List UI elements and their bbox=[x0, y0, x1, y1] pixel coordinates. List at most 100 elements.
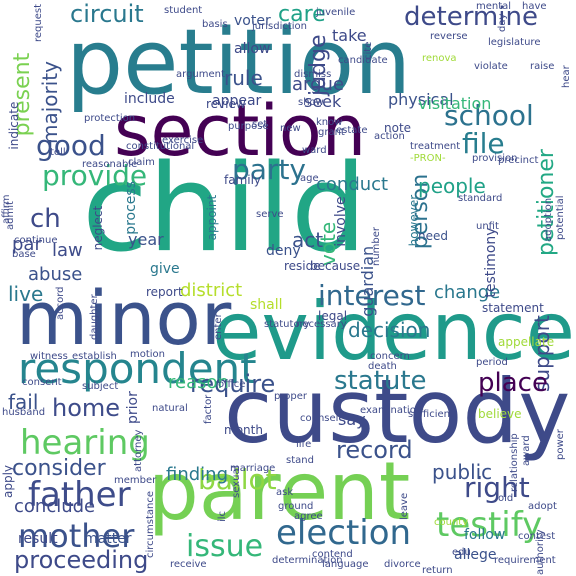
cloud-word: student bbox=[164, 5, 203, 16]
cloud-word: member bbox=[114, 475, 157, 486]
cloud-word: section bbox=[114, 90, 367, 172]
cloud-word: provide bbox=[42, 159, 148, 192]
cloud-word: claim bbox=[128, 157, 155, 168]
cloud-word: conclude bbox=[14, 496, 96, 517]
cloud-word: ward bbox=[302, 145, 327, 156]
cloud-word: enter bbox=[213, 313, 224, 340]
cloud-word: appear bbox=[212, 93, 262, 109]
cloud-word: consider bbox=[12, 456, 106, 481]
cloud-word: tell bbox=[50, 147, 66, 158]
cloud-word: contest bbox=[518, 531, 556, 542]
cloud-word: home bbox=[52, 394, 121, 422]
cloud-word: allow bbox=[234, 41, 271, 57]
cloud-word: determine bbox=[404, 2, 538, 32]
cloud-word: consent bbox=[22, 377, 62, 388]
cloud-word: indicate bbox=[7, 101, 21, 150]
cloud-word: hearing bbox=[20, 423, 150, 463]
cloud-word: continue bbox=[14, 235, 58, 246]
cloud-word: majority bbox=[38, 61, 62, 144]
cloud-word: finding bbox=[166, 464, 229, 485]
cloud-word: ground bbox=[278, 501, 314, 512]
cloud-word: contend bbox=[312, 549, 353, 560]
cloud-word: life bbox=[296, 439, 312, 450]
cloud-word: statute bbox=[334, 366, 427, 396]
cloud-word: seek bbox=[304, 92, 342, 111]
cloud-word: fail bbox=[8, 390, 39, 414]
cloud-word: party bbox=[232, 153, 306, 186]
cloud-word: report bbox=[146, 285, 183, 299]
cloud-word: raise bbox=[530, 61, 555, 72]
cloud-word: show bbox=[298, 97, 324, 108]
cloud-word: testify bbox=[436, 505, 543, 545]
cloud-word: live bbox=[8, 282, 44, 306]
cloud-word: statutory bbox=[264, 319, 310, 330]
cloud-word: reasonable bbox=[82, 159, 138, 170]
cloud-word: voter bbox=[234, 13, 271, 29]
cloud-word: ballot bbox=[198, 463, 277, 496]
cloud-word: circuit bbox=[70, 0, 144, 28]
cloud-word: natural bbox=[152, 403, 188, 414]
cloud-word: precinct bbox=[498, 155, 539, 166]
cloud-word: new bbox=[280, 123, 301, 134]
cloud-word: constitutional bbox=[126, 141, 195, 152]
cloud-word: interest bbox=[318, 279, 426, 312]
cloud-word: language bbox=[322, 559, 369, 570]
cloud-word: establish bbox=[72, 351, 117, 362]
cloud-word: note bbox=[384, 121, 412, 135]
cloud-word: candidate bbox=[338, 55, 388, 66]
cloud-word: law bbox=[52, 240, 83, 261]
cloud-word: appoint bbox=[205, 194, 219, 241]
cloud-word: treatment bbox=[410, 141, 461, 152]
cloud-word: ask bbox=[276, 487, 294, 498]
cloud-word: ch bbox=[30, 204, 61, 234]
cloud-word: petition bbox=[66, 10, 412, 115]
cloud-word: factor bbox=[203, 394, 214, 424]
cloud-word: good bbox=[36, 129, 106, 162]
cloud-word: know bbox=[316, 117, 343, 128]
cloud-word: reason bbox=[168, 372, 229, 393]
cloud-word: agree bbox=[294, 511, 323, 522]
cloud-word: however bbox=[407, 194, 421, 247]
cloud-word: protection bbox=[84, 113, 136, 124]
cloud-word: request bbox=[33, 3, 44, 42]
cloud-word: take bbox=[332, 26, 367, 45]
cloud-word: give bbox=[150, 261, 180, 277]
cloud-word: respondent bbox=[18, 344, 257, 393]
cloud-word: visitation bbox=[418, 94, 492, 113]
cloud-word: month bbox=[224, 423, 263, 437]
cloud-word: -PRON- bbox=[410, 153, 446, 164]
cloud-word: subject bbox=[82, 381, 119, 392]
cloud-word: school bbox=[444, 99, 534, 132]
cloud-word: father bbox=[28, 475, 131, 515]
cloud-word: family bbox=[224, 173, 262, 187]
cloud-word: care bbox=[278, 2, 326, 27]
cloud-word: change bbox=[434, 282, 501, 303]
cloud-word: potential bbox=[555, 195, 566, 240]
cloud-word: abuse bbox=[28, 264, 83, 285]
cloud-word: because bbox=[310, 259, 361, 273]
cloud-word: standard bbox=[458, 193, 503, 204]
cloud-word: people bbox=[418, 174, 486, 198]
cloud-word: parent bbox=[148, 445, 411, 538]
cloud-word: old bbox=[498, 493, 514, 504]
cloud-word: concern bbox=[370, 351, 410, 362]
cloud-word: ilc bbox=[217, 510, 228, 522]
cloud-word: adopt bbox=[528, 501, 557, 512]
cloud-word: husband bbox=[2, 407, 46, 418]
cloud-word: provision bbox=[472, 153, 518, 164]
cloud-word: right bbox=[464, 471, 530, 504]
cloud-word: reside bbox=[284, 259, 321, 273]
cloud-word: review bbox=[206, 97, 246, 111]
cloud-word: leave bbox=[399, 492, 410, 520]
cloud-word: renova bbox=[422, 53, 457, 64]
cloud-word: necessary bbox=[296, 319, 347, 330]
cloud-word: jurisdiction bbox=[252, 21, 307, 32]
cloud-word: grant bbox=[318, 127, 345, 138]
cloud-word: say bbox=[338, 410, 366, 429]
cloud-word: legal bbox=[318, 309, 348, 323]
cloud-word: affirm bbox=[1, 194, 12, 224]
cloud-word: neglect bbox=[91, 205, 105, 251]
cloud-word: election bbox=[276, 513, 412, 553]
cloud-word: counsel bbox=[300, 413, 339, 424]
